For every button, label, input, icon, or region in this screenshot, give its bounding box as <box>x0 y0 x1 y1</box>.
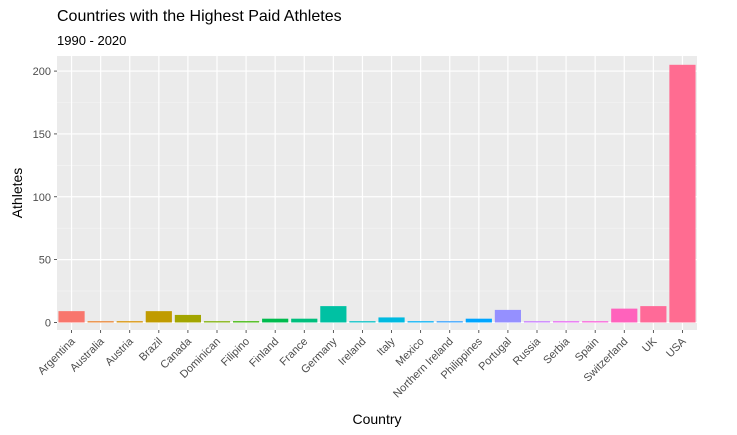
x-tick-label: Serbia <box>541 335 573 367</box>
bar-uk <box>640 306 667 323</box>
y-tick-label: 100 <box>33 192 51 204</box>
chart-title: Countries with the Highest Paid Athletes <box>57 8 342 25</box>
x-tick-label: USA <box>664 335 689 360</box>
bar-brazil <box>145 311 172 323</box>
x-tick-label: Portugal <box>477 336 514 373</box>
bar-filipino <box>233 321 260 323</box>
x-tick-label: Austria <box>103 335 136 368</box>
bar-germany <box>320 306 347 323</box>
bar-finland <box>262 318 289 323</box>
x-tick-label: Finland <box>247 336 281 370</box>
x-tick-label: Ireland <box>336 336 368 368</box>
x-tick-label: Filipino <box>219 336 252 369</box>
x-tick-label: Italy <box>375 335 398 358</box>
plot-panel <box>57 56 697 330</box>
bar-usa <box>669 64 696 323</box>
x-tick-label: Russia <box>511 335 544 368</box>
bar-serbia <box>553 321 580 323</box>
bar-australia <box>87 321 114 323</box>
y-tick-label: 50 <box>39 255 51 267</box>
bar-argentina <box>58 311 85 323</box>
y-tick-label: 150 <box>33 129 51 141</box>
bar-ireland <box>349 321 376 323</box>
grid-lines <box>57 56 697 330</box>
chart-subtitle: 1990 - 2020 <box>57 33 127 48</box>
bar-canada <box>174 314 201 323</box>
bar-portugal <box>494 309 521 323</box>
bar-russia <box>523 321 551 323</box>
bar-dominican <box>203 321 231 323</box>
y-axis: 0 50 100 150 200 <box>33 66 57 329</box>
y-tick-label: 200 <box>33 66 51 78</box>
y-tick-label: 0 <box>45 317 51 329</box>
bar-northern-ireland <box>436 321 463 323</box>
bar-mexico <box>407 321 434 323</box>
bar-spain <box>582 321 609 323</box>
bar-italy <box>378 317 405 323</box>
x-axis-title: Country <box>352 411 401 427</box>
bars <box>58 64 696 323</box>
bar-france <box>291 318 318 323</box>
bar-austria <box>116 321 143 323</box>
x-tick-label: UK <box>640 335 660 355</box>
bar-philippines <box>465 318 492 323</box>
y-axis-title: Athletes <box>9 168 25 219</box>
bar-switzerland <box>611 308 638 323</box>
